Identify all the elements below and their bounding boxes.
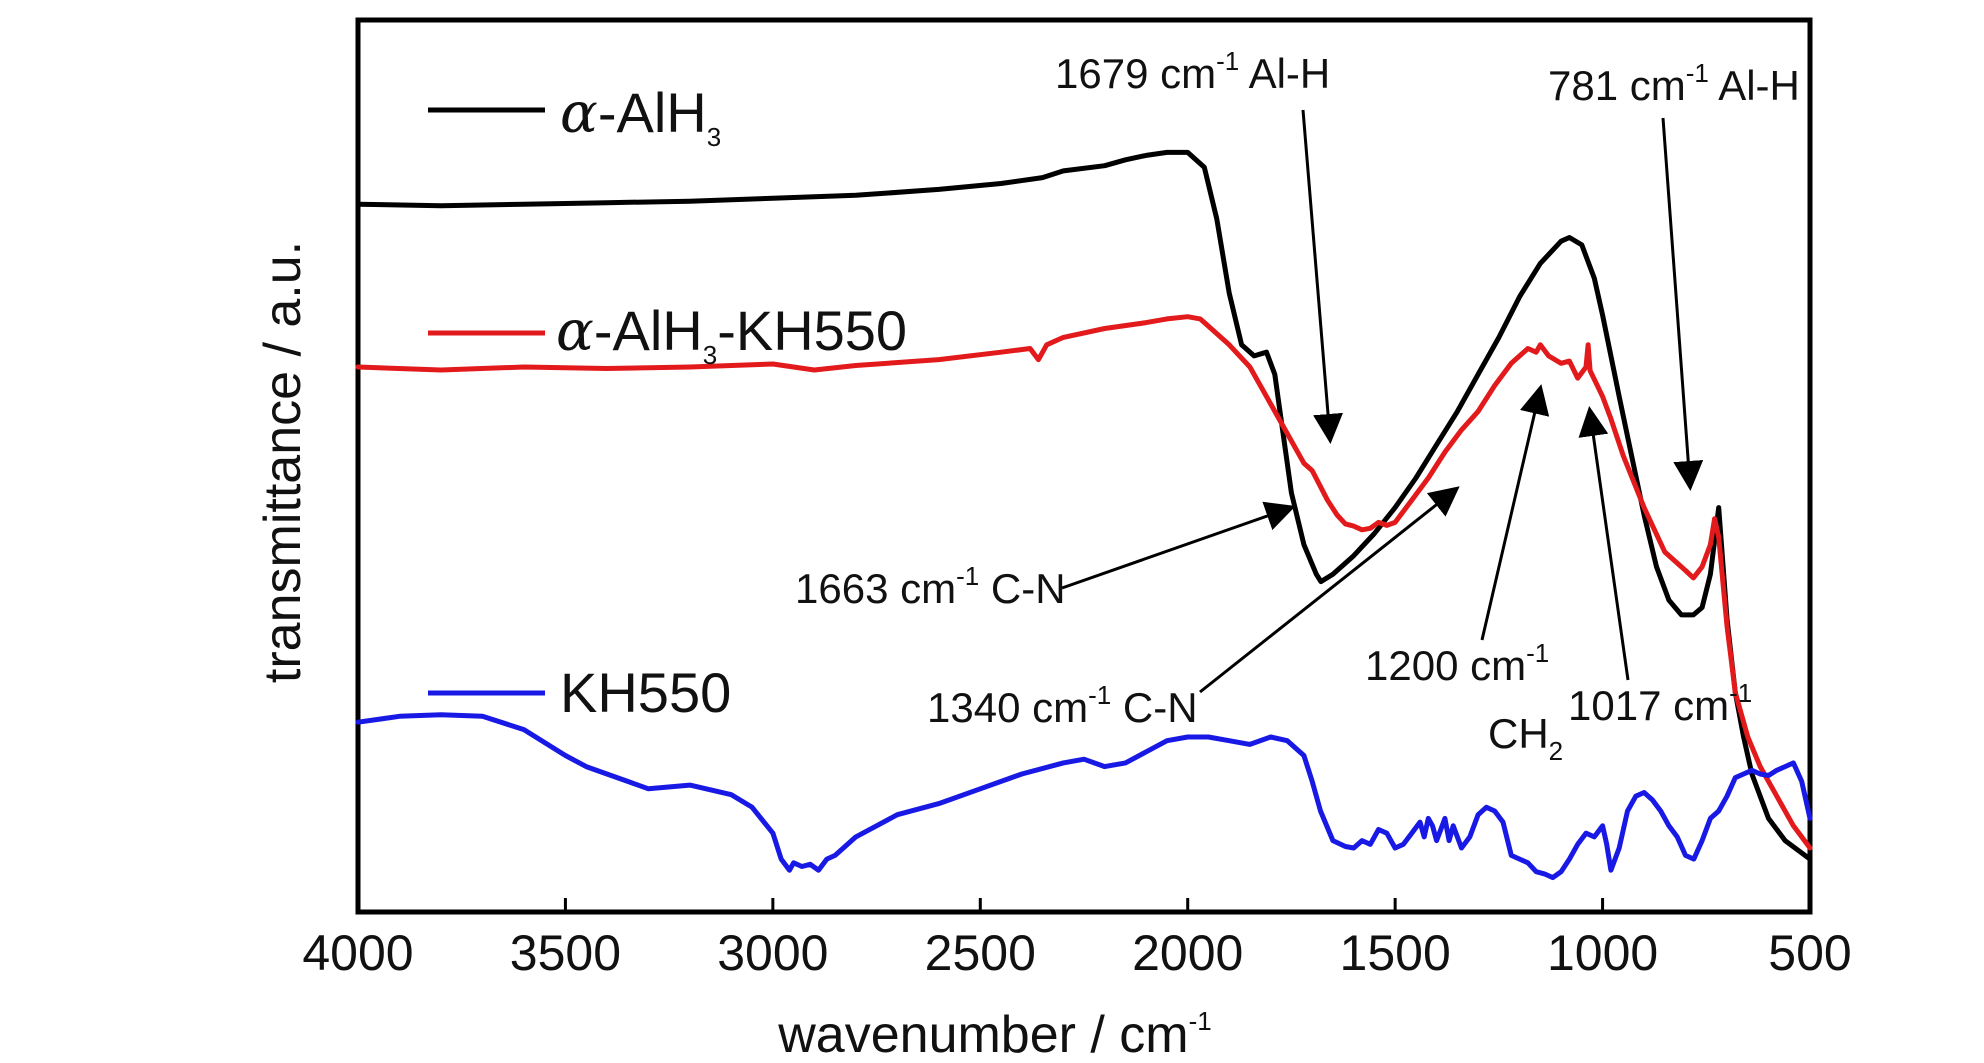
annotation-1663-label: 1663 cm-1 C-N	[795, 561, 1066, 612]
annotation-ch2-label: CH2	[1488, 710, 1563, 766]
x-tick-label: 1000	[1547, 925, 1658, 981]
annotation-1200-arrow	[1480, 384, 1550, 641]
legend-label-series-0: α-AlH3	[560, 81, 721, 152]
series-line-1	[355, 314, 1813, 851]
annotation-1679-label: 1679 cm-1 Al-H	[1055, 46, 1330, 97]
legend-label-series-1: α-AlH3-KH550	[556, 299, 907, 370]
x-tick-label: 500	[1768, 925, 1851, 981]
x-tick-label: 4000	[302, 925, 413, 981]
annotation-1340-label: 1340 cm-1 C-N	[927, 680, 1198, 731]
series-layer	[355, 149, 1813, 881]
x-tick-label: 1500	[1340, 925, 1451, 981]
x-tick-label: 3000	[717, 925, 828, 981]
annotation-1679-arrow	[1301, 109, 1343, 444]
x-tick-label: 3500	[510, 925, 621, 981]
x-tick-label: 2000	[1132, 925, 1243, 981]
annotation-781-label: 781 cm-1 Al-H	[1548, 58, 1800, 109]
y-axis-label: transmittance / a.u.	[254, 241, 312, 683]
annotation-1200-label: 1200 cm-1	[1365, 638, 1549, 689]
x-tick-label: 2500	[925, 925, 1036, 981]
annotation-1017-arrow	[1578, 406, 1630, 681]
x-axis-ticks: 4000 3500 3000 2500 2000 1500 1000 500	[302, 898, 1852, 981]
legend-label-series-2: KH550	[560, 661, 731, 724]
annotation-1017-label: 1017 cm-1	[1568, 678, 1752, 729]
legend: α-AlH3 α-AlH3-KH550 KH550	[428, 81, 907, 724]
series-line-2	[355, 712, 1813, 881]
annotation-1340-arrow	[1199, 486, 1460, 694]
annotation-781-arrow	[1661, 117, 1704, 491]
series-line-0	[355, 149, 1813, 862]
annotation-1663-arrow	[1061, 501, 1296, 590]
plot-frame	[355, 17, 1813, 915]
x-axis-label: wavenumber / cm-1	[777, 1006, 1212, 1063]
annotations: 1679 cm-1 Al-H 781 cm-1 Al-H 1663 cm-1 C…	[795, 46, 1800, 766]
